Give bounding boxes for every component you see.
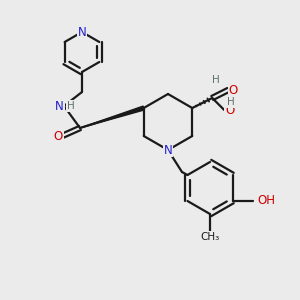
Text: N: N — [78, 26, 86, 38]
Text: N: N — [164, 143, 172, 157]
Text: H: H — [67, 101, 75, 111]
Text: H: H — [212, 75, 220, 85]
Text: CH₃: CH₃ — [200, 232, 220, 242]
Text: O: O — [225, 104, 235, 118]
Text: OH: OH — [257, 194, 275, 208]
Text: N: N — [55, 100, 64, 112]
Text: O: O — [53, 130, 63, 142]
Polygon shape — [80, 106, 144, 128]
Text: H: H — [227, 97, 235, 107]
Text: O: O — [229, 83, 238, 97]
